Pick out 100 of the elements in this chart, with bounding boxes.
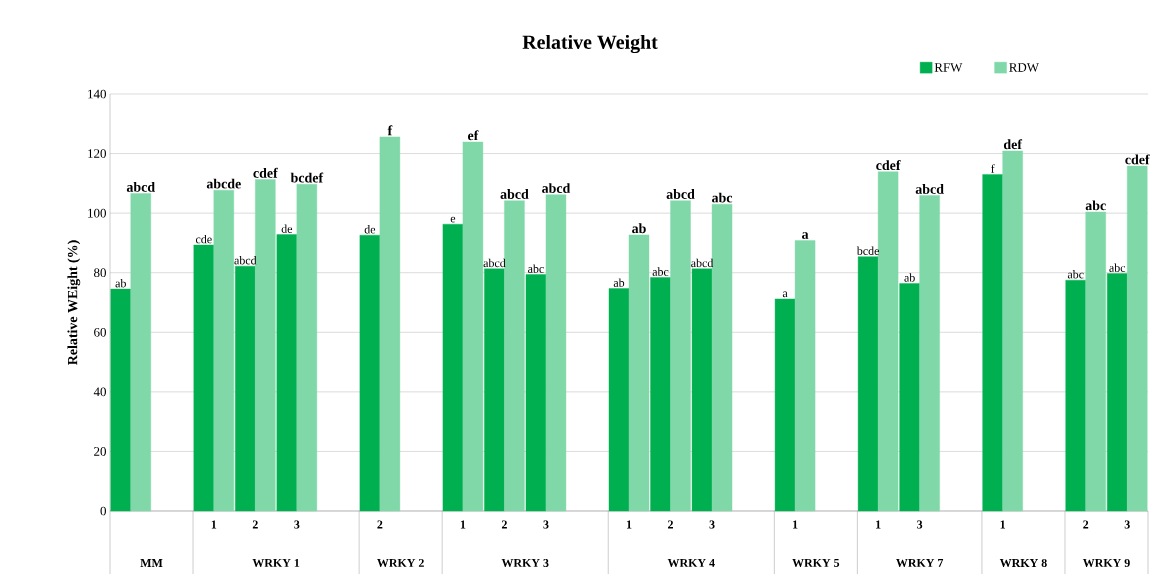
data-label: abcd	[542, 183, 571, 193]
data-label: def	[1003, 139, 1023, 150]
data-label: cdef	[1125, 154, 1150, 165]
data-label: cdef	[253, 167, 278, 178]
x-tick-label: 2	[1083, 520, 1089, 529]
data-label: de	[281, 224, 293, 233]
x-tick-label: 1	[876, 520, 881, 529]
text: WRKY 3	[501, 558, 549, 568]
bar	[670, 200, 691, 512]
x-tick-label: 2	[501, 520, 507, 529]
x-tick-label: 3	[1124, 520, 1130, 529]
y-tick-label: 40	[93, 387, 106, 397]
y-axis-title: Relative WEight (%)	[67, 240, 81, 366]
legend-label: RFW	[934, 63, 963, 72]
text: WRKY 1	[252, 558, 300, 568]
bar	[982, 174, 1003, 512]
x-tick-label: 2	[668, 520, 673, 529]
legend-label: RDW	[1009, 63, 1039, 72]
x-tick-label: 3	[543, 520, 549, 529]
y-tick-label: 20	[94, 447, 106, 456]
y-tick-label: 140	[88, 89, 106, 99]
y-tick-label: 60	[94, 327, 106, 337]
bar	[462, 141, 484, 512]
data-label: de	[364, 225, 376, 234]
bar	[484, 268, 505, 512]
bar	[628, 234, 650, 512]
chart-title: Relative Weight	[522, 34, 658, 54]
bar	[130, 193, 151, 512]
x-tick-label: 3	[917, 520, 923, 529]
data-label: a	[782, 291, 788, 298]
data-label: abc	[1085, 200, 1106, 211]
bar	[110, 288, 131, 512]
text: WRKY 7	[896, 558, 944, 568]
x-tick-label: 1	[793, 520, 798, 529]
data-label: cde	[195, 234, 212, 244]
bar	[359, 234, 381, 512]
data-label: abc	[1109, 263, 1126, 272]
data-label: f	[991, 164, 995, 173]
bar	[525, 274, 547, 512]
data-label: f	[387, 125, 393, 136]
data-label: cdef	[876, 160, 901, 171]
bar	[296, 184, 318, 512]
text: WRKY 8	[999, 558, 1047, 568]
bar	[235, 265, 256, 512]
bar	[193, 244, 214, 512]
data-label: abcd	[483, 258, 506, 268]
bar	[1085, 211, 1106, 512]
bar	[1127, 165, 1148, 512]
data-label: abcd	[500, 189, 529, 199]
x-tick-label: 3	[294, 520, 300, 529]
data-label: abcd	[691, 258, 714, 268]
data-label: abcd	[234, 256, 257, 265]
bar	[276, 234, 298, 512]
bar	[919, 195, 940, 512]
x-tick-label: 2	[252, 520, 258, 529]
text: WRKY 2	[377, 558, 424, 568]
bar	[213, 190, 234, 512]
text: MM	[140, 559, 163, 567]
bar	[794, 240, 816, 512]
bar	[545, 194, 567, 512]
x-tick-label: 1	[1000, 520, 1006, 529]
bar	[877, 171, 899, 512]
text: WRKY 5	[792, 558, 840, 568]
data-label: e	[450, 216, 456, 223]
data-label: abcd	[126, 181, 155, 192]
data-label: ab	[613, 278, 625, 287]
data-label: ef	[467, 130, 479, 141]
bar	[857, 256, 879, 512]
bar	[379, 136, 401, 512]
bar	[442, 223, 464, 512]
y-tick-label: 80	[94, 268, 106, 278]
bar	[1002, 150, 1023, 512]
bar	[608, 288, 630, 512]
y-tick-label: 0	[100, 506, 106, 516]
x-tick-label: 1	[211, 520, 217, 529]
data-label: ab	[632, 223, 646, 234]
data-label: abcd	[915, 184, 944, 194]
data-label: abc	[1067, 270, 1084, 279]
data-label: abc	[712, 192, 733, 203]
data-label: abc	[528, 264, 544, 273]
data-label: ab	[904, 273, 915, 282]
bar	[899, 283, 920, 512]
data-label: abc	[652, 267, 669, 276]
x-tick-label: 1	[460, 520, 466, 529]
bar	[711, 204, 733, 512]
bar	[774, 298, 796, 512]
x-tick-label: 1	[626, 520, 632, 529]
y-tick-label: 120	[88, 149, 106, 158]
data-label: ab	[115, 278, 126, 288]
x-tick-label: 2	[377, 520, 383, 529]
bar	[504, 200, 525, 512]
bar	[1107, 273, 1128, 512]
data-label: abcd	[666, 189, 695, 199]
data-label: bcdef	[290, 172, 324, 183]
bar	[255, 179, 276, 512]
y-tick-label: 100	[88, 208, 106, 218]
data-label: abcde	[206, 178, 241, 189]
x-tick-label: 3	[709, 520, 715, 529]
data-label: bcde	[856, 246, 879, 255]
bar	[691, 268, 713, 512]
